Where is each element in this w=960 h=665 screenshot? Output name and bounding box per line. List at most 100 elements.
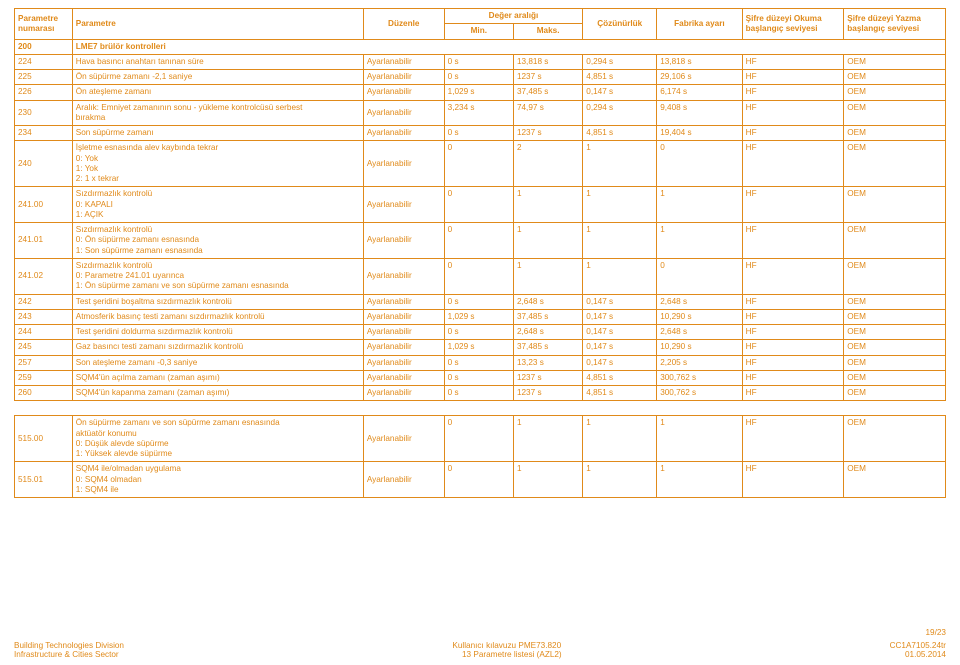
column-header: Düzenle	[363, 9, 444, 40]
page-number: 19/23	[14, 628, 946, 637]
table-cell: 0,147 s	[583, 294, 657, 309]
footer-left-1: Building Technologies Division	[14, 641, 124, 650]
table-cell: HF	[742, 258, 844, 294]
table-cell: 1	[583, 258, 657, 294]
table-cell: Test şeridini doldurma sızdırmazlık kont…	[72, 325, 363, 340]
table-cell: Hava basıncı anahtarı tanınan süre	[72, 54, 363, 69]
table-row: 257Son ateşleme zamanı -0,3 saniyeAyarla…	[15, 355, 946, 370]
table-row: 230Aralık: Emniyet zamanının sonu - yükl…	[15, 100, 946, 126]
table-cell: SQM4'ün açılma zamanı (zaman aşımı)	[72, 370, 363, 385]
table-row: 241.01Sızdırmazlık kontrolü0: Ön süpürme…	[15, 223, 946, 259]
table-cell: 1237 s	[513, 386, 582, 401]
table-cell: 244	[15, 325, 73, 340]
table-cell: HF	[742, 223, 844, 259]
table-cell: Sızdırmazlık kontrolü0: KAPALI1: AÇIK	[72, 187, 363, 223]
table-cell: 0	[444, 416, 513, 462]
table-cell: 2,648 s	[657, 294, 742, 309]
table-cell: HF	[742, 294, 844, 309]
table-cell: 260	[15, 386, 73, 401]
table-row: 515.00Ön süpürme zamanı ve son süpürme z…	[15, 416, 946, 462]
table-row: 241.00Sızdırmazlık kontrolü0: KAPALI1: A…	[15, 187, 946, 223]
table-cell: HF	[742, 141, 844, 187]
footer-center-2: 13 Parametre listesi (AZL2)	[462, 650, 562, 659]
table-cell: 0,147 s	[583, 355, 657, 370]
table-cell: 243	[15, 309, 73, 324]
table-cell: Ayarlanabilir	[363, 294, 444, 309]
table-cell: Ayarlanabilir	[363, 416, 444, 462]
table-cell: Ayarlanabilir	[363, 126, 444, 141]
table-row: 241.02Sızdırmazlık kontrolü0: Parametre …	[15, 258, 946, 294]
table-cell: OEM	[844, 416, 946, 462]
table-cell: HF	[742, 126, 844, 141]
table-cell: 224	[15, 54, 73, 69]
table-cell: 0,147 s	[583, 325, 657, 340]
table-cell: Ayarlanabilir	[363, 258, 444, 294]
table-cell: Ayarlanabilir	[363, 309, 444, 324]
table-cell: 242	[15, 294, 73, 309]
table-cell: Ayarlanabilir	[363, 223, 444, 259]
table-cell: 0 s	[444, 325, 513, 340]
table-cell: 300,762 s	[657, 370, 742, 385]
table-cell: 0,147 s	[583, 340, 657, 355]
table-cell: OEM	[844, 141, 946, 187]
table-cell: İşletme esnasında alev kaybında tekrar0:…	[72, 141, 363, 187]
table-cell: Ayarlanabilir	[363, 141, 444, 187]
table-cell: 1	[657, 223, 742, 259]
table-cell: Ayarlanabilir	[363, 386, 444, 401]
table-cell: 241.00	[15, 187, 73, 223]
table-cell: 0	[444, 223, 513, 259]
footer-left-2: Infrastructure & Cities Sector	[14, 650, 119, 659]
column-header: Min.	[444, 24, 513, 39]
table-cell: 2,205 s	[657, 355, 742, 370]
table-cell: Ayarlanabilir	[363, 85, 444, 100]
table-cell: Atmosferik basınç testi zamanı sızdırmaz…	[72, 309, 363, 324]
table-cell: Sızdırmazlık kontrolü0: Parametre 241.01…	[72, 258, 363, 294]
table-cell: 1	[583, 462, 657, 498]
table-cell: 0,294 s	[583, 54, 657, 69]
table-cell: 1	[513, 187, 582, 223]
page: Parametre numarasıParametreDüzenleDeğer …	[0, 0, 960, 665]
table-cell: OEM	[844, 370, 946, 385]
table-cell: 2,648 s	[513, 294, 582, 309]
table-cell: 37,485 s	[513, 340, 582, 355]
table-cell: 1	[513, 462, 582, 498]
table-cell: 1237 s	[513, 370, 582, 385]
table-cell: 0 s	[444, 355, 513, 370]
table-cell: 259	[15, 370, 73, 385]
table-cell: 3,234 s	[444, 100, 513, 126]
table-cell: 257	[15, 355, 73, 370]
table-cell: OEM	[844, 85, 946, 100]
table-cell: HF	[742, 325, 844, 340]
column-header: Maks.	[513, 24, 582, 39]
table-row: 515.01SQM4 ile/olmadan uygulama0: SQM4 o…	[15, 462, 946, 498]
table-row: 226Ön ateşleme zamanıAyarlanabilir1,029 …	[15, 85, 946, 100]
table-cell: 515.01	[15, 462, 73, 498]
table-cell: Aralık: Emniyet zamanının sonu - yükleme…	[72, 100, 363, 126]
table-cell: HF	[742, 355, 844, 370]
table-cell: 1237 s	[513, 70, 582, 85]
table-cell: HF	[742, 85, 844, 100]
table-cell: 225	[15, 70, 73, 85]
table-cell: 10,290 s	[657, 340, 742, 355]
table-cell: 1	[583, 416, 657, 462]
column-header: Parametre numarası	[15, 9, 73, 40]
column-header: Şifre düzeyi Yazma başlangıç seviyesi	[844, 9, 946, 40]
table-cell: 241.01	[15, 223, 73, 259]
table-cell: Gaz basıncı testi zamanı sızdırmazlık ko…	[72, 340, 363, 355]
table-cell: OEM	[844, 223, 946, 259]
table-cell: 37,485 s	[513, 85, 582, 100]
table-cell: 2,648 s	[657, 325, 742, 340]
table-cell: Ayarlanabilir	[363, 370, 444, 385]
table-cell: 4,851 s	[583, 126, 657, 141]
table-row: 240İşletme esnasında alev kaybında tekra…	[15, 141, 946, 187]
table-cell: 515.00	[15, 416, 73, 462]
table-cell: 1	[513, 258, 582, 294]
table-cell: 241.02	[15, 258, 73, 294]
column-header: Çözünürlük	[583, 9, 657, 40]
table-cell: 6,174 s	[657, 85, 742, 100]
section-title-row: 200LME7 brülör kontrolleri	[15, 39, 946, 54]
table-cell: 10,290 s	[657, 309, 742, 324]
table-cell: 1	[583, 187, 657, 223]
table-cell: 1	[513, 223, 582, 259]
table-cell: Ayarlanabilir	[363, 355, 444, 370]
